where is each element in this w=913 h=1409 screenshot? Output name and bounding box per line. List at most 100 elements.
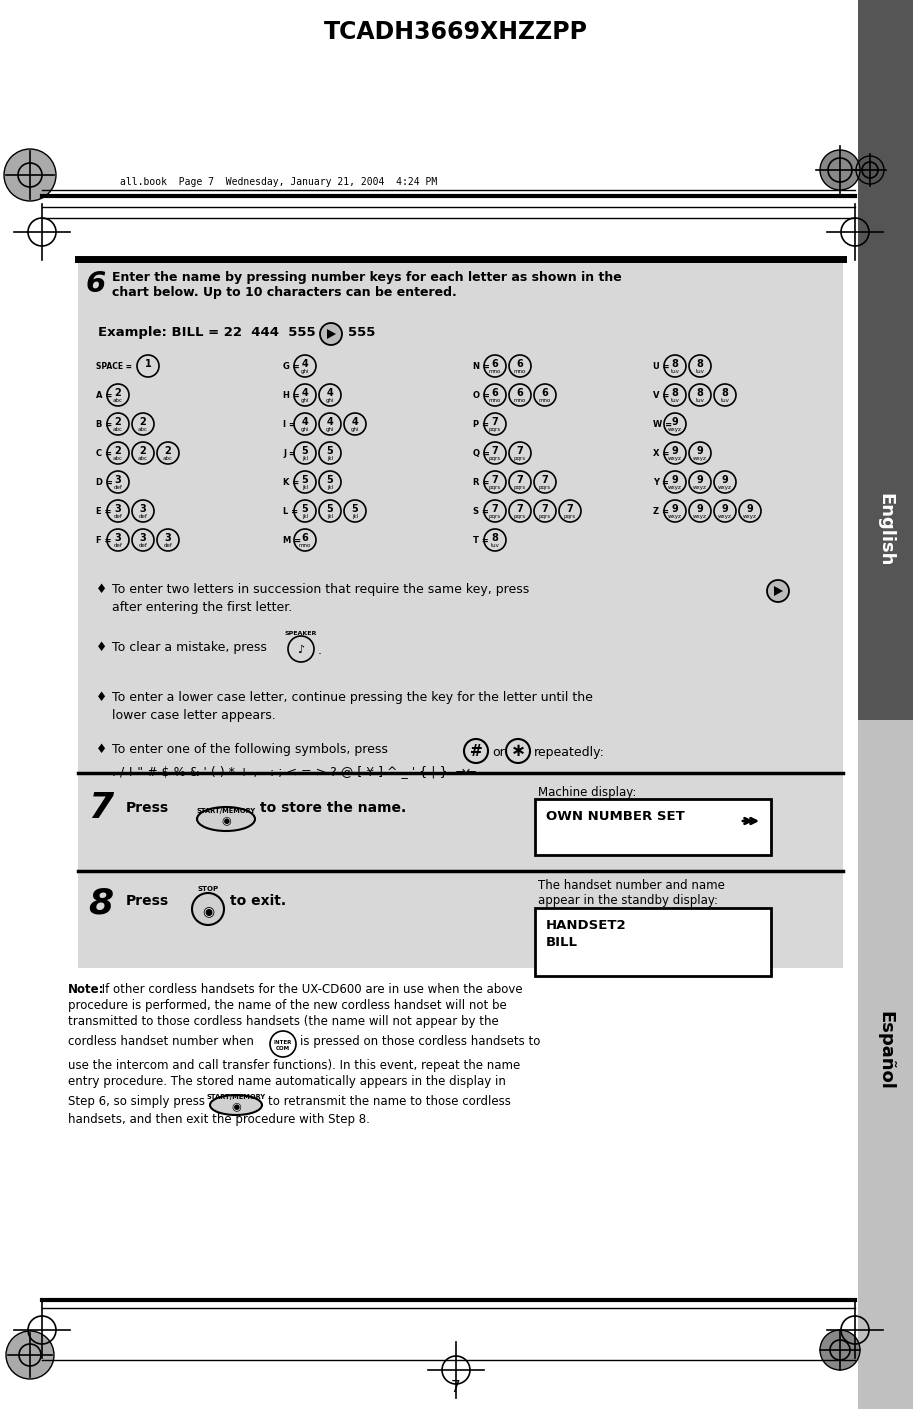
Text: 7: 7 [491,504,498,514]
Text: 4: 4 [352,417,359,427]
Text: def: def [113,485,122,489]
Text: all.book  Page 7  Wednesday, January 21, 2004  4:24 PM: all.book Page 7 Wednesday, January 21, 2… [120,178,437,187]
Text: 4: 4 [327,417,333,427]
Text: 7: 7 [491,447,498,457]
Text: 6: 6 [86,271,106,297]
Text: To enter a lower case letter, continue pressing the key for the letter until the: To enter a lower case letter, continue p… [112,690,593,704]
Text: 7: 7 [517,475,523,485]
Text: 555: 555 [348,325,375,340]
Text: K =: K = [283,478,299,486]
Text: wxyz: wxyz [693,455,707,461]
Text: 5: 5 [327,447,333,457]
Text: English: English [876,493,895,566]
Text: cordless handset number when: cordless handset number when [68,1036,254,1048]
Text: 8: 8 [697,387,703,397]
Text: mno: mno [539,397,551,403]
Text: 2: 2 [164,447,172,457]
Text: abc: abc [113,427,123,431]
Text: def: def [139,513,147,519]
Text: 7: 7 [491,417,498,427]
Text: to exit.: to exit. [230,893,286,907]
Circle shape [6,1332,54,1379]
Text: To enter one of the following symbols, press: To enter one of the following symbols, p… [112,743,388,757]
Text: Note:: Note: [68,983,104,996]
Text: mno: mno [488,397,501,403]
Text: D =: D = [96,478,113,486]
Text: ♦: ♦ [96,690,107,704]
Text: 3: 3 [164,533,172,542]
Text: wxyz: wxyz [668,513,682,519]
Text: Machine display:: Machine display: [538,786,636,799]
Text: SPEAKER: SPEAKER [285,630,317,635]
Text: jkl: jkl [327,513,333,519]
Ellipse shape [210,1095,262,1115]
Text: H =: H = [283,390,299,400]
Text: Y =: Y = [653,478,669,486]
Text: Q =: Q = [473,448,490,458]
Text: 4: 4 [327,387,333,397]
Text: ∗: ∗ [510,743,526,759]
Text: 6: 6 [517,359,523,369]
Text: W =: W = [653,420,672,428]
Text: 3: 3 [115,504,121,514]
Text: 6: 6 [491,359,498,369]
Text: pqrs: pqrs [489,455,501,461]
Text: tuv: tuv [696,397,705,403]
Text: OWN NUMBER SET: OWN NUMBER SET [546,810,685,823]
Text: 4: 4 [301,387,309,397]
Text: STOP: STOP [197,886,218,892]
Text: transmitted to those cordless handsets (the name will not appear by the: transmitted to those cordless handsets (… [68,1014,498,1029]
Text: #: # [469,744,482,758]
Text: . / ! " # $ % & ' ( ) * + , - : ; < = > ? @ [ ¥ ] ^ _ ' { | }  →←: . / ! " # $ % & ' ( ) * + , - : ; < = > … [112,765,477,778]
Text: 9: 9 [697,504,703,514]
Text: abc: abc [138,455,148,461]
Text: def: def [113,542,122,548]
Text: 7: 7 [491,475,498,485]
Text: mno: mno [514,369,526,373]
Text: def: def [139,542,147,548]
Text: .: . [318,644,322,657]
Text: Press: Press [126,800,169,814]
Text: jkl: jkl [302,513,308,519]
Text: pqrs: pqrs [539,513,551,519]
Text: ♦: ♦ [96,583,107,596]
Text: 7: 7 [517,447,523,457]
Text: Press: Press [126,893,169,907]
Text: pqrs: pqrs [514,455,526,461]
Text: 6: 6 [517,387,523,397]
Text: tuv: tuv [670,397,679,403]
Circle shape [820,1330,860,1370]
Text: E =: E = [96,506,111,516]
Text: I =: I = [283,420,296,428]
FancyBboxPatch shape [858,720,913,1409]
Text: mno: mno [299,542,311,548]
Text: chart below. Up to 10 characters can be entered.: chart below. Up to 10 characters can be … [112,286,456,299]
Text: 5: 5 [301,504,309,514]
Text: pqrs: pqrs [539,485,551,489]
Text: tuv: tuv [720,397,729,403]
Text: 5: 5 [301,447,309,457]
Text: pqrs: pqrs [564,513,576,519]
Text: SPACE =: SPACE = [96,362,132,371]
Text: jkl: jkl [302,485,308,489]
Text: Español: Español [876,1010,895,1089]
Text: abc: abc [163,455,173,461]
Text: U =: U = [653,362,669,371]
FancyBboxPatch shape [78,258,843,968]
Text: 9: 9 [672,475,678,485]
Polygon shape [327,328,336,340]
Text: wxyz: wxyz [668,427,682,431]
Text: TCADH3669XHZZPP: TCADH3669XHZZPP [324,20,588,44]
Text: G =: G = [283,362,299,371]
Text: 7: 7 [451,1379,461,1395]
Text: or: or [492,745,505,759]
Text: 8: 8 [672,359,678,369]
Text: wxyz: wxyz [718,485,732,489]
FancyBboxPatch shape [858,0,913,720]
Text: HANDSET2: HANDSET2 [546,919,626,931]
Text: def: def [163,542,173,548]
Text: 9: 9 [697,447,703,457]
Text: mno: mno [514,397,526,403]
Text: 6: 6 [301,533,309,542]
Text: ghi: ghi [326,397,334,403]
